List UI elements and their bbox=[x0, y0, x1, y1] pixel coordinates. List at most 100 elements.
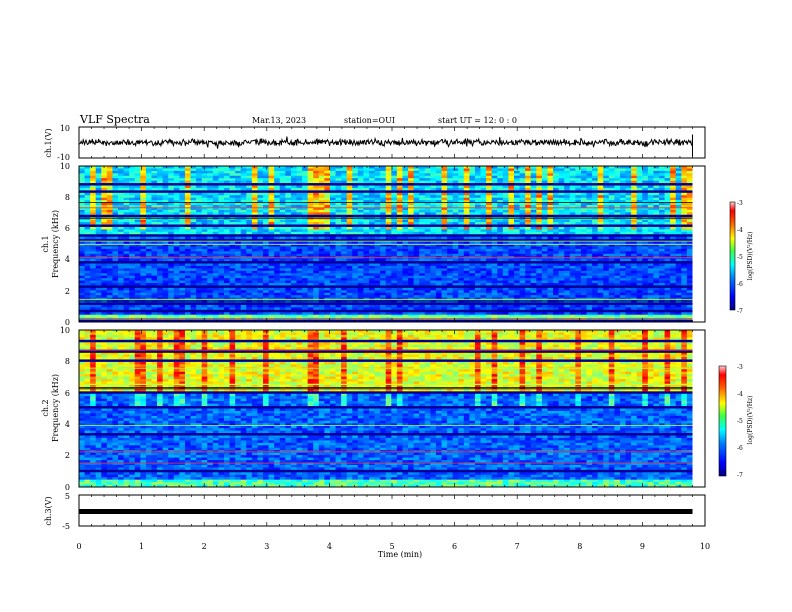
spectrogram-cell bbox=[447, 170, 454, 174]
spectrogram-cell bbox=[302, 319, 309, 323]
spectrogram-cell bbox=[179, 292, 186, 296]
spectrogram-cell bbox=[329, 312, 336, 316]
spectrogram-cell bbox=[207, 202, 214, 206]
spectrogram-cell bbox=[190, 287, 197, 291]
spectrogram-cell bbox=[157, 248, 164, 252]
spectrogram-cell bbox=[218, 268, 225, 272]
spectrogram-cell bbox=[123, 222, 130, 225]
spectrogram-cell bbox=[263, 253, 270, 257]
spectrogram-cell bbox=[324, 183, 331, 186]
spectrogram-cell bbox=[324, 239, 331, 242]
spectrogram-cell bbox=[357, 244, 364, 247]
spectrogram-cell bbox=[229, 209, 236, 213]
spectrogram-cell bbox=[134, 192, 141, 196]
spectrogram-cell bbox=[95, 253, 102, 257]
spectrogram-cell bbox=[285, 170, 292, 174]
spectrogram-cell bbox=[218, 183, 225, 186]
spectrogram-cell bbox=[463, 178, 470, 182]
spectrogram-cell bbox=[341, 236, 348, 240]
spectrogram-cell bbox=[313, 241, 320, 245]
spectrogram-cell bbox=[229, 200, 236, 203]
spectrogram-cell bbox=[363, 275, 370, 279]
spectrogram-cell bbox=[435, 309, 442, 313]
spectrogram-cell bbox=[419, 261, 426, 264]
spectrogram-cell bbox=[145, 209, 152, 213]
spectrogram-cell bbox=[430, 170, 437, 174]
spectrogram-cell bbox=[307, 212, 314, 216]
spectrogram-cell bbox=[419, 185, 426, 189]
spectrogram-cell bbox=[263, 217, 270, 221]
spectrogram-cell bbox=[408, 309, 415, 313]
spectrogram-cell bbox=[196, 183, 203, 186]
spectrogram-cell bbox=[385, 302, 392, 306]
spectrogram-cell bbox=[106, 200, 113, 203]
spectrogram-cell bbox=[224, 312, 230, 316]
spectrogram-cell bbox=[335, 202, 342, 206]
spectrogram-cell bbox=[335, 283, 342, 286]
spectrogram-cell bbox=[201, 187, 208, 191]
spectrogram-cell bbox=[263, 290, 270, 294]
spectrogram-cell bbox=[419, 183, 426, 186]
spectrogram-cell bbox=[173, 241, 180, 245]
spectrogram-cell bbox=[95, 217, 102, 221]
spectrogram-cell bbox=[140, 268, 147, 272]
spectrogram-cell bbox=[474, 205, 481, 208]
spectrogram-cell bbox=[184, 200, 191, 203]
spectrogram-cell bbox=[145, 192, 152, 196]
spectrogram-cell bbox=[79, 187, 85, 191]
spectrogram-cell bbox=[79, 268, 85, 272]
spectrogram-cell bbox=[79, 168, 85, 172]
spectrogram-cell bbox=[134, 173, 141, 177]
spectrogram-cell bbox=[90, 275, 97, 279]
spectrogram-cell bbox=[218, 180, 225, 184]
spectrogram-cell bbox=[134, 224, 141, 228]
spectrogram-cell bbox=[257, 265, 264, 269]
spectrogram-cell bbox=[157, 261, 164, 264]
spectrogram-cell bbox=[90, 207, 97, 211]
spectrogram-cell bbox=[112, 239, 119, 242]
spectrogram-cell bbox=[184, 217, 191, 221]
spectrogram-cell bbox=[430, 265, 437, 269]
spectrogram-cell bbox=[118, 248, 125, 252]
spectrogram-cell bbox=[430, 226, 437, 230]
spectrogram-cell bbox=[112, 175, 119, 179]
spectrogram-cell bbox=[329, 244, 336, 247]
spectrogram-cell bbox=[157, 265, 164, 269]
spectrogram-cell bbox=[106, 214, 113, 218]
spectrogram-cell bbox=[329, 197, 336, 201]
spectrogram-cell bbox=[106, 222, 113, 225]
spectrogram-cell bbox=[90, 190, 97, 194]
spectrogram-cell bbox=[424, 166, 431, 169]
spectrogram-cell bbox=[458, 251, 465, 255]
spectrogram-cell bbox=[369, 195, 375, 199]
spectrogram-cell bbox=[335, 187, 342, 191]
spectrogram-cell bbox=[335, 251, 342, 255]
spectrogram-cell bbox=[430, 280, 437, 284]
spectrogram-cell bbox=[240, 273, 247, 277]
spectrogram-cell bbox=[162, 287, 169, 291]
spectrogram-cell bbox=[424, 185, 431, 189]
spectrogram-cell bbox=[106, 168, 113, 172]
spectrogram-cell bbox=[474, 285, 481, 289]
spectrogram-cell bbox=[474, 302, 481, 306]
spectrogram-cell bbox=[190, 312, 197, 316]
spectrogram-cell bbox=[224, 166, 230, 169]
spectrogram-cell bbox=[357, 226, 364, 230]
spectrogram-cell bbox=[290, 180, 297, 184]
spectrogram-cell bbox=[302, 190, 309, 194]
spectrogram-cell bbox=[458, 302, 465, 306]
spectrogram-cell bbox=[435, 166, 442, 169]
spectrogram-cell bbox=[302, 280, 309, 284]
spectrogram-cell bbox=[179, 307, 186, 311]
spectrogram-cell bbox=[374, 246, 381, 250]
spectrogram-cell bbox=[380, 268, 387, 272]
spectrogram-cell bbox=[497, 231, 504, 235]
spectrogram-cell bbox=[157, 300, 164, 303]
spectrogram-cell bbox=[123, 173, 130, 177]
spectrogram-cell bbox=[363, 190, 370, 194]
spectrogram-cell bbox=[184, 275, 191, 279]
spectrogram-cell bbox=[263, 190, 270, 194]
spectrogram-cell bbox=[413, 192, 420, 196]
spectrogram-cell bbox=[313, 263, 320, 267]
spectrogram-cell bbox=[118, 278, 125, 281]
